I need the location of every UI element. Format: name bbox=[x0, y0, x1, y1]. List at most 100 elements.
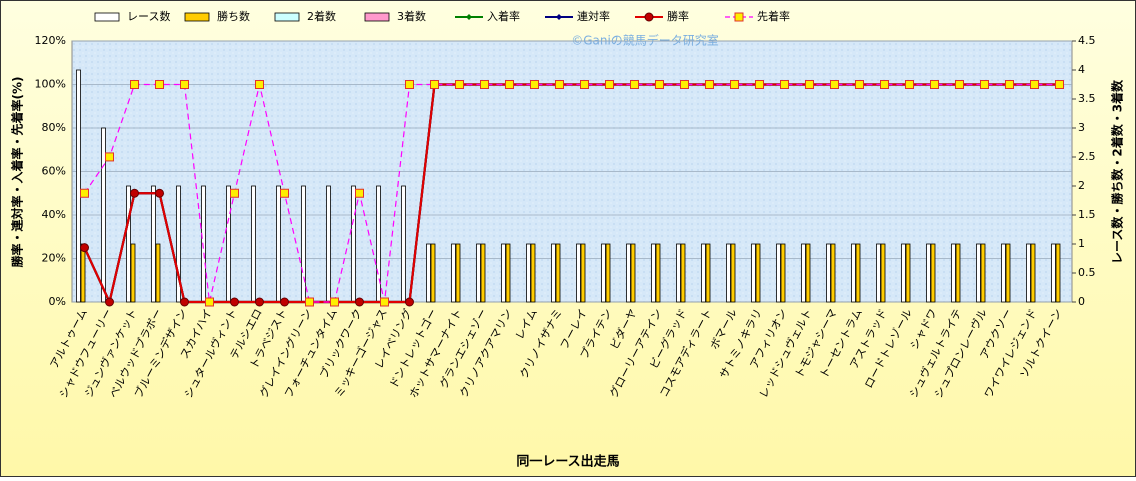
bar bbox=[801, 243, 806, 303]
marker bbox=[180, 80, 189, 89]
marker bbox=[255, 297, 264, 307]
bar bbox=[1055, 243, 1061, 303]
legend-marker bbox=[644, 12, 654, 22]
x-axis-title: 同一レース出走馬 bbox=[516, 454, 619, 470]
y2-tick-label: 4 bbox=[1078, 63, 1085, 76]
marker bbox=[555, 80, 564, 89]
marker bbox=[680, 80, 689, 89]
marker bbox=[405, 80, 414, 89]
bar bbox=[680, 243, 686, 303]
bar bbox=[876, 243, 881, 303]
bar bbox=[1026, 243, 1031, 303]
marker bbox=[155, 80, 164, 89]
marker bbox=[1005, 80, 1014, 89]
bar bbox=[830, 243, 836, 303]
bar bbox=[780, 243, 786, 303]
legend-label: 勝ち数 bbox=[217, 9, 250, 23]
legend-label: レース数 bbox=[127, 10, 170, 23]
marker bbox=[230, 297, 239, 307]
bar bbox=[751, 243, 756, 303]
bar bbox=[505, 243, 511, 303]
bar bbox=[1005, 243, 1011, 303]
bar bbox=[455, 243, 461, 303]
marker bbox=[655, 80, 664, 89]
marker bbox=[905, 80, 914, 89]
bar bbox=[130, 243, 136, 303]
marker bbox=[130, 80, 139, 89]
watermark: ©Ganiの競馬データ研究室 bbox=[571, 33, 719, 48]
bar bbox=[826, 243, 831, 303]
y-tick-label: 20% bbox=[42, 252, 66, 265]
line bbox=[84, 83, 1060, 303]
marker bbox=[505, 80, 514, 89]
marker bbox=[255, 80, 264, 89]
bar bbox=[476, 243, 481, 303]
y2-tick-label: 3.5 bbox=[1078, 92, 1096, 105]
bar bbox=[76, 69, 81, 303]
y2-tick-label: 3 bbox=[1078, 121, 1085, 134]
y2-tick-label: 0 bbox=[1078, 295, 1085, 308]
legend-label: 3着数 bbox=[397, 9, 426, 23]
marker bbox=[930, 80, 939, 89]
bar bbox=[705, 243, 711, 303]
y-tick-label: 0% bbox=[49, 295, 66, 308]
bar bbox=[530, 243, 536, 303]
bar bbox=[655, 243, 661, 303]
y-tick-label: 120% bbox=[35, 34, 66, 47]
bar bbox=[976, 243, 981, 303]
bar bbox=[501, 243, 506, 303]
marker bbox=[705, 80, 714, 89]
marker bbox=[305, 297, 314, 307]
marker bbox=[880, 80, 889, 89]
bar bbox=[551, 243, 556, 303]
marker bbox=[105, 152, 114, 162]
bar bbox=[376, 185, 381, 303]
bar bbox=[351, 185, 356, 303]
marker bbox=[205, 297, 214, 307]
bar bbox=[201, 185, 206, 303]
marker bbox=[830, 80, 839, 89]
bar bbox=[101, 127, 106, 303]
legend-label: 入着率 bbox=[487, 9, 520, 23]
y2-tick-label: 2.5 bbox=[1078, 150, 1096, 163]
marker bbox=[630, 80, 639, 89]
marker bbox=[405, 297, 414, 307]
marker bbox=[480, 80, 489, 89]
y-axis-title: 勝率・連対率・入着率・先着率(%) bbox=[10, 77, 25, 268]
legend-label: 勝率 bbox=[667, 9, 689, 23]
bar bbox=[676, 243, 681, 303]
legend-marker bbox=[734, 12, 744, 22]
marker bbox=[980, 80, 989, 89]
marker bbox=[1030, 80, 1039, 89]
bar bbox=[880, 243, 886, 303]
bar bbox=[151, 185, 156, 303]
bar bbox=[926, 243, 931, 303]
marker bbox=[805, 80, 814, 89]
bar bbox=[980, 243, 986, 303]
bar bbox=[730, 243, 736, 303]
bar bbox=[401, 185, 406, 303]
bar bbox=[430, 243, 436, 303]
marker bbox=[730, 80, 739, 89]
marker bbox=[80, 188, 89, 198]
bar bbox=[855, 243, 861, 303]
bar bbox=[326, 185, 331, 303]
bar bbox=[80, 243, 86, 303]
legend-label: 2着数 bbox=[307, 9, 336, 23]
marker bbox=[80, 243, 89, 253]
bar bbox=[576, 243, 581, 303]
y2-axis-title: レース数・勝ち数・2着数・3着数 bbox=[1110, 79, 1125, 264]
bar bbox=[901, 243, 906, 303]
bar bbox=[651, 243, 656, 303]
marker bbox=[430, 80, 439, 89]
bar bbox=[726, 243, 731, 303]
legend-swatch bbox=[274, 12, 300, 22]
bar bbox=[276, 185, 281, 303]
legend-swatch bbox=[94, 12, 120, 22]
bar bbox=[1030, 243, 1036, 303]
bar bbox=[580, 243, 586, 303]
bar bbox=[126, 185, 131, 303]
bar bbox=[176, 185, 181, 303]
marker bbox=[155, 188, 164, 198]
y-tick-label: 60% bbox=[42, 165, 66, 178]
